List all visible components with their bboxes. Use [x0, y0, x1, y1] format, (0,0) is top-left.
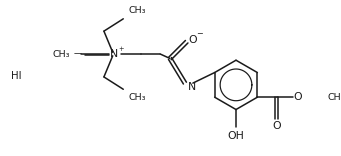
Text: CH₃: CH₃ — [129, 93, 146, 102]
Text: CH₃: CH₃ — [129, 6, 146, 15]
Text: N: N — [110, 49, 119, 59]
Text: O: O — [272, 121, 281, 131]
Text: O: O — [294, 92, 302, 102]
Text: N: N — [188, 82, 196, 92]
Text: CH₃: CH₃ — [53, 50, 71, 58]
Text: OH: OH — [227, 131, 244, 141]
Text: HI: HI — [12, 71, 22, 81]
Text: O: O — [189, 35, 197, 45]
Text: CH₃: CH₃ — [328, 93, 341, 102]
Text: —: — — [74, 50, 81, 58]
Text: −: − — [196, 29, 203, 38]
Text: +: + — [118, 46, 123, 52]
